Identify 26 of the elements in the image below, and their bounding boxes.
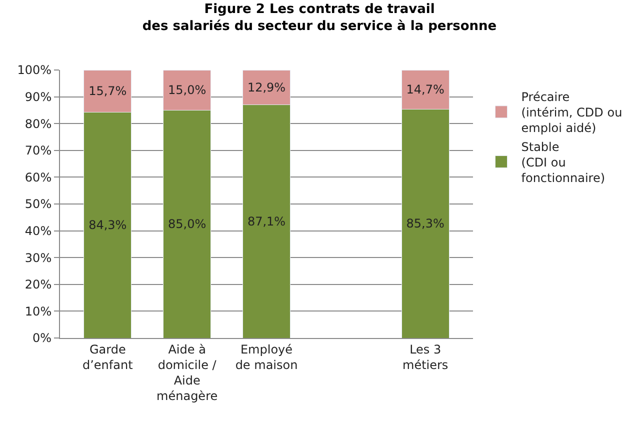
chart-title: Figure 2 Les contrats de travail des salariés du secteur du service à la personne <box>142 2 497 34</box>
data-label: 12,9% <box>247 80 286 94</box>
y-tick-label: 0% <box>32 331 52 346</box>
y-tick-label: 80% <box>24 116 52 131</box>
legend-label: Stable (CDI ou fonctionnaire) <box>521 140 606 185</box>
data-label: 87,1% <box>247 214 286 228</box>
x-tick-label: Employé de maison <box>235 342 298 372</box>
data-label: 85,0% <box>168 217 206 232</box>
x-tick-label: Les 3 métiers <box>402 342 448 372</box>
data-label: 85,3% <box>406 216 444 231</box>
x-tick-label: Aide à domicile / Aide ménagère <box>156 342 218 404</box>
y-tick-label: 20% <box>24 278 52 292</box>
x-tick-label: Garde d’enfant <box>82 342 134 372</box>
y-tick-label: 60% <box>24 170 52 184</box>
y-tick-label: 90% <box>24 90 52 104</box>
data-label: 84,3% <box>88 218 127 232</box>
y-tick-label: 30% <box>24 250 52 265</box>
y-tick-label: 100% <box>17 63 52 78</box>
y-tick-label: 50% <box>24 197 52 212</box>
y-tick-label: 70% <box>24 144 52 158</box>
data-label: 14,7% <box>406 82 444 97</box>
data-label: 15,0% <box>168 83 206 98</box>
data-label: 15,7% <box>88 84 127 98</box>
y-tick-label: 10% <box>24 304 52 318</box>
legend-label: Précaire (intérim, CDD ou emploi aidé) <box>521 90 622 136</box>
y-tick-label: 40% <box>24 224 52 238</box>
